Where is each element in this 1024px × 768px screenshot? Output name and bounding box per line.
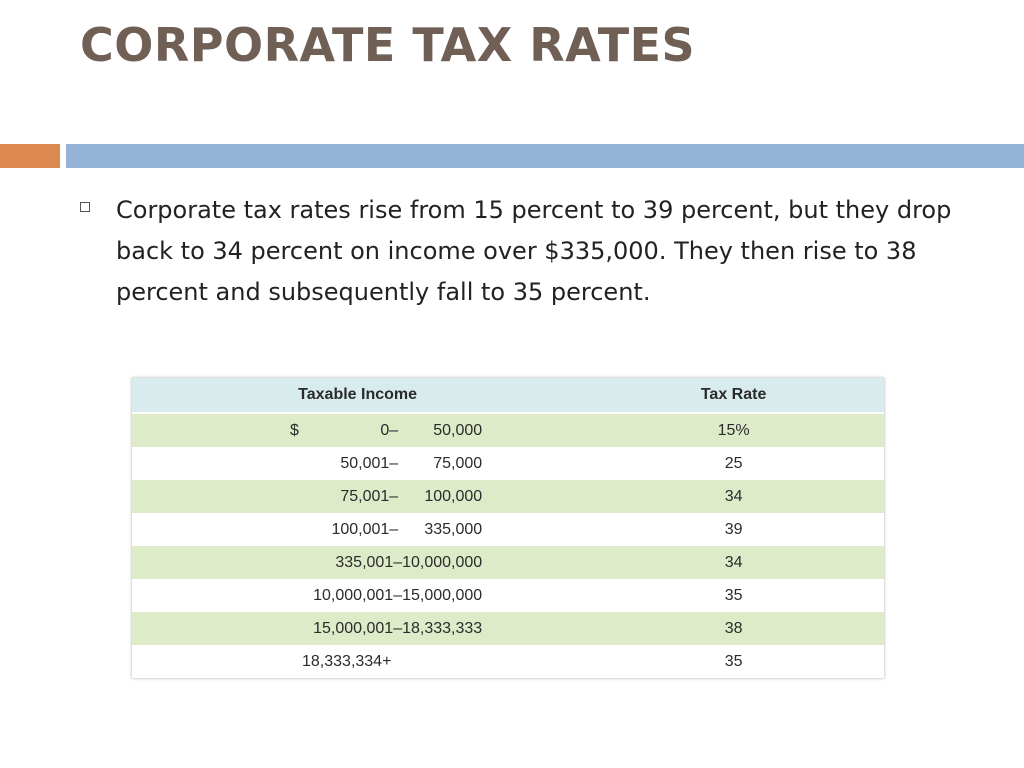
table-header-row: Taxable Income Tax Rate [132, 378, 884, 414]
accent-bar [0, 144, 60, 168]
table-row: 75,001– 100,000 34 [132, 480, 884, 513]
header-divider-bar [66, 144, 1024, 168]
taxable-income-cell: 18,333,334+ [132, 645, 584, 678]
income-lower-bound: 75,001– [340, 488, 399, 505]
income-lower-bound: 0– [380, 422, 399, 439]
income-lower-bound: 100,001– [331, 521, 399, 538]
square-bullet-icon [80, 202, 90, 212]
income-range: 335,001–10,000,000 [335, 554, 483, 571]
table-row: 335,001–10,000,000 34 [132, 546, 884, 579]
tax-rate-cell: 35 [583, 645, 884, 678]
table-row: 10,000,001–15,000,000 35 [132, 579, 884, 612]
table-row: 50,001– 75,000 25 [132, 447, 884, 480]
table-row: 18,333,334+ 35 [132, 645, 884, 678]
bullet-point: Corporate tax rates rise from 15 percent… [80, 190, 980, 313]
tax-rate-cell: 38 [583, 612, 884, 645]
table-row: $ 0– 50,000 15% [132, 413, 884, 447]
tax-rate-cell: 34 [583, 546, 884, 579]
taxable-income-cell: 335,001–10,000,000 [132, 546, 584, 579]
taxable-income-cell: 100,001– 335,000 [132, 513, 584, 546]
taxable-income-cell: $ 0– 50,000 [132, 413, 584, 447]
tax-rate-cell: 34 [583, 480, 884, 513]
tax-rate-table: Taxable Income Tax Rate $ 0– 50,000 15% … [132, 378, 884, 678]
income-upper-bound: 100,000 [424, 488, 483, 505]
income-upper-bound: 75,000 [433, 455, 483, 472]
bullet-text: Corporate tax rates rise from 15 percent… [116, 196, 952, 306]
income-range: 10,000,001–15,000,000 [313, 587, 483, 604]
taxable-income-cell: 75,001– 100,000 [132, 480, 584, 513]
tax-rate-cell: 25 [583, 447, 884, 480]
table-row: 100,001– 335,000 39 [132, 513, 884, 546]
income-upper-bound: 335,000 [424, 521, 483, 538]
income-upper-bound: 50,000 [433, 422, 483, 439]
dollar-sign: $ [290, 422, 299, 439]
tax-rate-cell: 39 [583, 513, 884, 546]
tax-rate-cell: 15% [583, 413, 884, 447]
taxable-income-cell: 50,001– 75,000 [132, 447, 584, 480]
column-header-tax-rate: Tax Rate [583, 378, 884, 414]
income-range: 18,333,334+ [302, 653, 392, 670]
income-lower-bound: 50,001– [340, 455, 399, 472]
table-row: 15,000,001–18,333,333 38 [132, 612, 884, 645]
tax-rate-cell: 35 [583, 579, 884, 612]
column-header-taxable-income: Taxable Income [132, 378, 584, 414]
slide-title: CORPORATE TAX RATES [80, 18, 696, 72]
taxable-income-cell: 15,000,001–18,333,333 [132, 612, 584, 645]
taxable-income-cell: 10,000,001–15,000,000 [132, 579, 584, 612]
income-range: 15,000,001–18,333,333 [313, 620, 483, 637]
